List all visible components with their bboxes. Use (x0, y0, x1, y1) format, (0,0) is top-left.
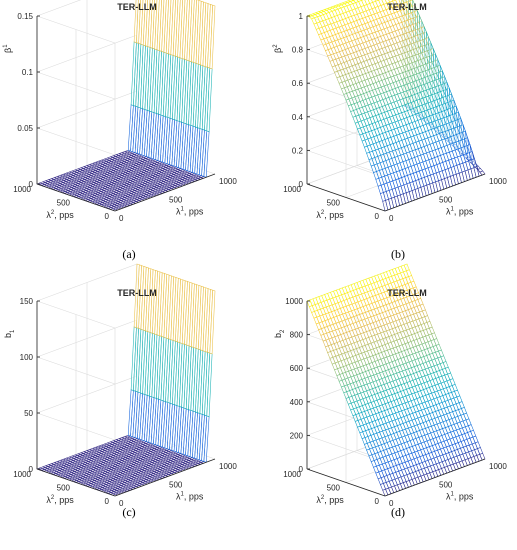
y-tick-label: 500 (57, 484, 71, 493)
z-tick-label: 0 (299, 180, 304, 189)
chart-title: TER-LLM (117, 2, 157, 12)
x-axis-label: λ1, pps (446, 207, 474, 217)
x-tick-label: 1000 (489, 177, 507, 186)
z-tick-label: 800 (290, 331, 304, 340)
z-axis-label: b1 (3, 329, 16, 338)
z-axis-label: b2 (273, 329, 286, 338)
surface-mesh (306, 0, 486, 212)
y-axis-label: λ2, pps (46, 495, 74, 505)
x-axis-line (114, 173, 216, 212)
z-tick-label: 0.4 (292, 113, 304, 122)
chart-title: TER-LLM (387, 2, 427, 12)
x-tick-label: 0 (389, 214, 394, 223)
z-tick-label: 0.2 (292, 146, 304, 155)
y-axis-line (306, 183, 386, 212)
panel-label: (c) (122, 505, 135, 519)
panel-label: (b) (391, 247, 405, 261)
chart-title: TER-LLM (117, 288, 157, 298)
z-tick-label: 600 (290, 364, 304, 373)
y-axis-line (36, 183, 116, 212)
y-tick-label: 0 (105, 212, 110, 221)
x-axis-label: λ1, pps (446, 492, 474, 502)
surface-mesh (306, 263, 486, 497)
axis-lines (306, 15, 486, 212)
surface-mesh (36, 0, 216, 212)
y-tick-label: 0 (375, 212, 380, 221)
z-tick-label: 100 (20, 353, 34, 362)
surface-cell (209, 4, 216, 70)
x-tick-label: 500 (169, 196, 183, 205)
z-tick-label: 0.05 (17, 124, 33, 133)
x-tick-label: 500 (439, 481, 453, 490)
z-tick-label: 150 (20, 297, 34, 306)
y-tick-label: 1000 (283, 185, 301, 194)
axis-lines (36, 15, 216, 212)
y-tick-label: 1000 (283, 470, 301, 479)
y-tick-label: 500 (57, 199, 71, 208)
z-tick-label: 1000 (285, 297, 303, 306)
y-axis-label: λ2, pps (316, 495, 344, 505)
surface-mesh (36, 263, 216, 497)
panel-label: (d) (391, 505, 405, 519)
y-tick-label: 500 (327, 484, 341, 493)
z-tick-label: 0.15 (17, 12, 33, 21)
panel-label: (a) (122, 247, 135, 261)
z-tick-label: 0 (29, 180, 34, 189)
y-tick-label: 500 (327, 199, 341, 208)
x-axis-line (384, 173, 486, 212)
z-tick-label: 1 (299, 12, 304, 21)
x-tick-label: 1000 (219, 177, 237, 186)
x-axis-label: λ1, pps (176, 207, 204, 217)
z-tick-label: 0.1 (22, 68, 34, 77)
z-axis-label: β2 (273, 44, 283, 53)
x-axis-label: λ1, pps (176, 492, 204, 502)
z-tick-label: 50 (24, 409, 33, 418)
y-tick-label: 1000 (13, 470, 31, 479)
x-tick-label: 0 (119, 214, 124, 223)
z-tick-label: 0.6 (292, 79, 304, 88)
y-tick-label: 0 (375, 497, 380, 506)
x-tick-label: 1000 (219, 462, 237, 471)
y-tick-label: 1000 (13, 185, 31, 194)
z-tick-label: 200 (290, 431, 304, 440)
x-tick-label: 500 (439, 196, 453, 205)
y-axis-label: λ2, pps (46, 210, 74, 220)
chart-title: TER-LLM (387, 288, 427, 298)
z-axis-label: β1 (3, 44, 13, 53)
x-tick-label: 1000 (489, 462, 507, 471)
x-tick-label: 500 (169, 481, 183, 490)
y-axis-label: λ2, pps (316, 210, 344, 220)
y-tick-label: 0 (105, 497, 110, 506)
grid-line (36, 0, 82, 17)
z-tick-label: 400 (290, 398, 304, 407)
z-tick-label: 0.8 (292, 46, 304, 55)
